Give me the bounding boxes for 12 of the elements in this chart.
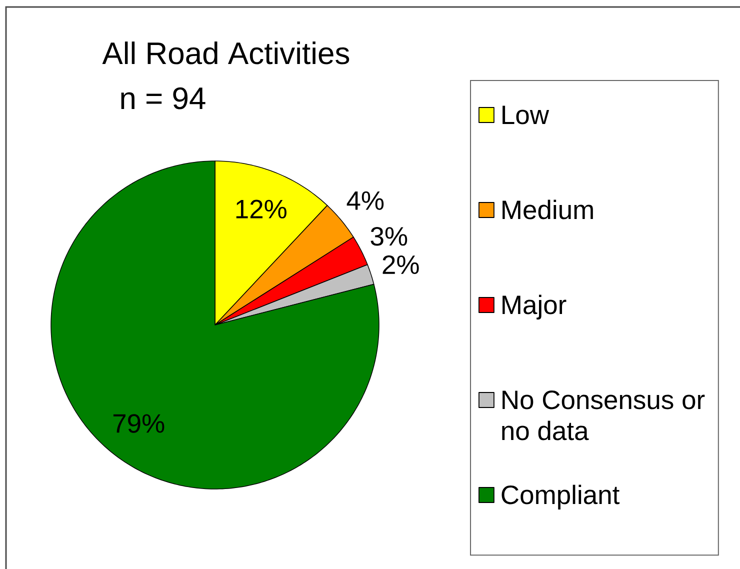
legend-label: No Consensus or no data — [502, 390, 705, 440]
chart-title: All Road Activities — [102, 42, 350, 64]
data-label: 3% — [370, 227, 408, 246]
data-label: 12% — [236, 200, 286, 218]
legend-label: Low — [502, 106, 550, 124]
legend-label: Medium — [502, 200, 593, 220]
data-label: 79% — [113, 414, 164, 433]
legend-label: Major — [502, 294, 566, 320]
data-label: 2% — [382, 255, 419, 274]
chart-subtitle: n = 94 — [121, 87, 206, 110]
legend-label: Compliant — [502, 484, 620, 510]
data-label: 4% — [346, 191, 384, 210]
